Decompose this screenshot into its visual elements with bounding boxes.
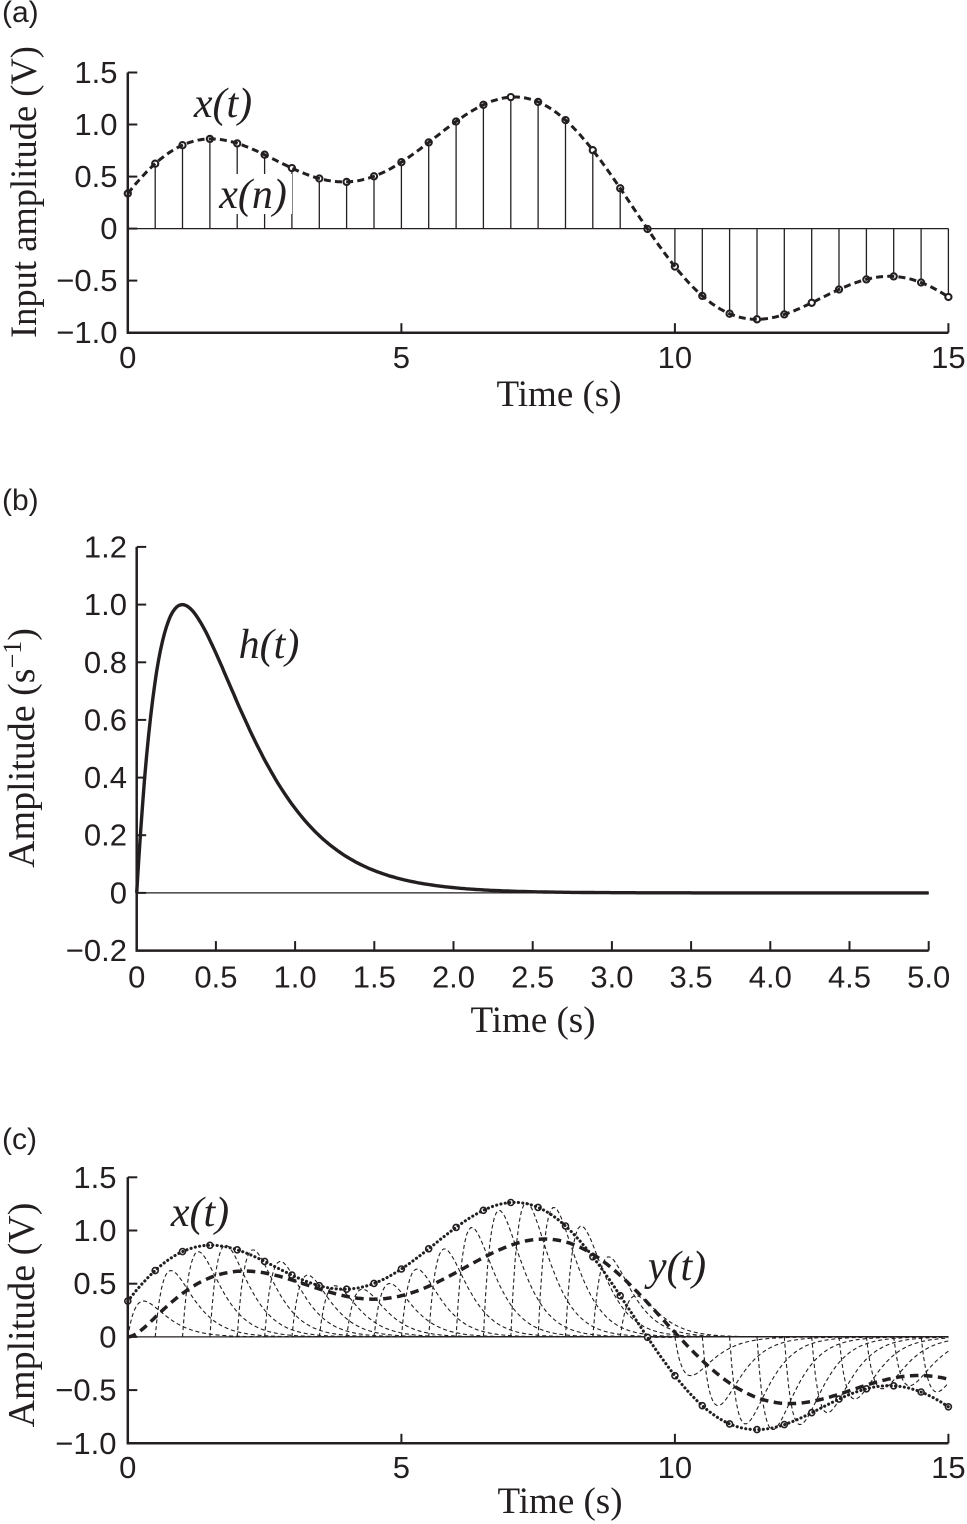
svg-text:Time (s): Time (s) [497, 1481, 622, 1522]
svg-text:0.2: 0.2 [84, 818, 127, 853]
svg-text:0: 0 [119, 340, 136, 375]
svg-text:0.5: 0.5 [73, 1266, 116, 1301]
svg-text:h(t): h(t) [239, 622, 300, 668]
svg-text:10: 10 [658, 340, 692, 375]
svg-text:Amplitude (V): Amplitude (V) [1, 1203, 43, 1428]
svg-text:1.2: 1.2 [84, 529, 127, 564]
svg-text:0.6: 0.6 [84, 702, 127, 737]
svg-text:0.5: 0.5 [74, 159, 117, 194]
svg-text:(c): (c) [2, 1123, 37, 1156]
svg-text:0: 0 [110, 875, 127, 910]
svg-text:0: 0 [119, 1450, 136, 1485]
svg-text:4.0: 4.0 [749, 960, 792, 995]
svg-text:1.0: 1.0 [74, 107, 117, 142]
svg-text:0.4: 0.4 [84, 760, 127, 795]
svg-text:0.8: 0.8 [84, 645, 127, 680]
svg-text:1.0: 1.0 [274, 960, 317, 995]
svg-text:−0.5: −0.5 [55, 1373, 116, 1408]
svg-text:−1.0: −1.0 [56, 315, 117, 350]
svg-text:0: 0 [99, 1319, 116, 1354]
svg-text:y(t): y(t) [644, 1244, 706, 1290]
svg-text:−0.5: −0.5 [56, 263, 117, 298]
svg-text:1.0: 1.0 [84, 587, 127, 622]
svg-text:0: 0 [128, 960, 145, 995]
svg-text:0: 0 [100, 211, 117, 246]
svg-text:0.5: 0.5 [194, 960, 237, 995]
svg-text:2.5: 2.5 [511, 960, 554, 995]
svg-text:10: 10 [658, 1450, 692, 1485]
svg-text:−0.2: −0.2 [66, 933, 127, 968]
svg-text:1.5: 1.5 [74, 55, 117, 90]
svg-text:1.5: 1.5 [353, 960, 396, 995]
svg-text:−1.0: −1.0 [55, 1426, 116, 1461]
svg-text:1.5: 1.5 [73, 1160, 116, 1195]
svg-text:15: 15 [931, 1450, 965, 1485]
svg-text:Input amplitude (V): Input amplitude (V) [3, 46, 44, 338]
svg-text:3.5: 3.5 [670, 960, 713, 995]
svg-text:x(t): x(t) [193, 81, 252, 127]
svg-text:x(t): x(t) [170, 1190, 229, 1236]
svg-text:1.0: 1.0 [73, 1213, 116, 1248]
svg-text:5: 5 [393, 1450, 410, 1485]
svg-text:(a): (a) [2, 0, 39, 29]
svg-text:2.0: 2.0 [432, 960, 475, 995]
svg-text:15: 15 [931, 340, 965, 375]
svg-text:5: 5 [393, 340, 410, 375]
svg-text:3.0: 3.0 [590, 960, 633, 995]
svg-text:x(n): x(n) [218, 172, 287, 218]
svg-text:5.0: 5.0 [907, 960, 950, 995]
svg-text:Time (s): Time (s) [496, 374, 621, 415]
svg-text:4.5: 4.5 [828, 960, 871, 995]
svg-text:Time (s): Time (s) [470, 1000, 595, 1041]
svg-text:(b): (b) [2, 484, 39, 517]
